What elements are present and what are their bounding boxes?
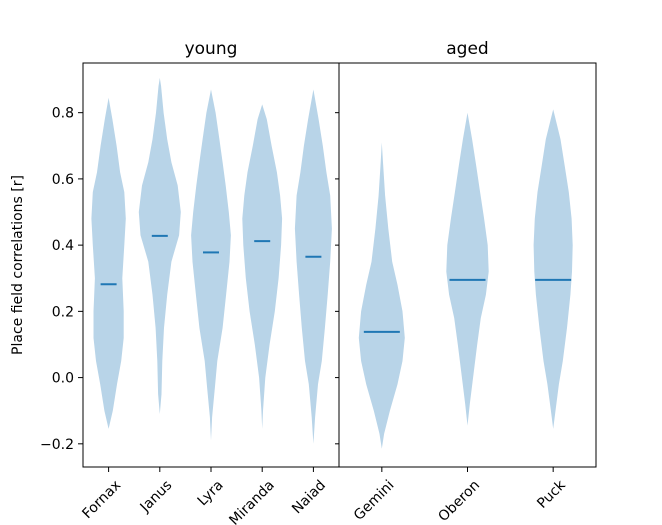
- violin-body-gemini: [358, 142, 405, 449]
- panel-title: young: [185, 39, 238, 59]
- y-tick-label: −0.2: [40, 437, 74, 453]
- violin-body-janus: [138, 77, 181, 415]
- y-tick-label: 0.2: [52, 304, 74, 320]
- panel-title: aged: [446, 39, 488, 59]
- violin-body-naiad: [294, 89, 332, 444]
- y-tick-label: 0.6: [52, 172, 74, 188]
- violin-body-fornax: [91, 97, 126, 429]
- y-tick-label: 0.4: [52, 238, 74, 254]
- y-tick-label: 0.8: [52, 106, 74, 122]
- y-axis-label: Place field correlations [r]: [10, 175, 26, 355]
- panel-frame: [338, 62, 597, 468]
- violin-body-oberon: [446, 112, 489, 426]
- violin-body-lyra: [191, 89, 231, 441]
- violin-body-miranda: [242, 104, 283, 429]
- violin-body-puck: [533, 109, 573, 429]
- y-tick-label: 0.0: [52, 371, 74, 387]
